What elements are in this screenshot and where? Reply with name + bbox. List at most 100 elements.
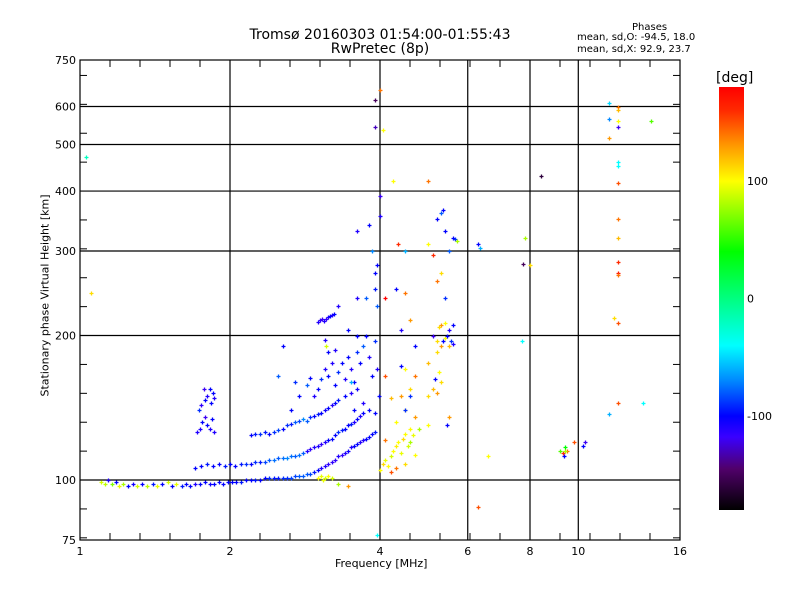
data-point xyxy=(413,453,418,458)
data-point xyxy=(336,398,341,403)
data-point xyxy=(375,367,380,372)
data-point xyxy=(336,482,341,487)
data-point xyxy=(435,279,440,284)
data-point xyxy=(330,476,335,481)
data-point xyxy=(323,476,328,481)
data-point xyxy=(289,454,294,459)
x-tick-label: 16 xyxy=(673,545,687,558)
data-point xyxy=(200,420,205,425)
data-point xyxy=(258,432,263,437)
data-point xyxy=(367,408,372,413)
data-point xyxy=(301,451,306,456)
data-point xyxy=(394,444,399,449)
data-point xyxy=(212,482,217,487)
data-point xyxy=(435,391,440,396)
data-point xyxy=(316,412,321,417)
data-point xyxy=(373,98,378,103)
data-point xyxy=(616,125,621,130)
data-point xyxy=(212,396,217,401)
data-point xyxy=(411,433,416,438)
data-point xyxy=(151,482,156,487)
y-tick-label: 500 xyxy=(55,139,76,152)
data-point xyxy=(558,449,563,454)
data-point xyxy=(249,478,254,483)
data-point xyxy=(396,242,401,247)
data-point xyxy=(244,478,249,483)
data-point xyxy=(249,433,254,438)
data-point xyxy=(272,476,277,481)
data-point xyxy=(267,476,272,481)
data-point xyxy=(316,468,321,473)
data-point xyxy=(449,339,454,344)
data-point xyxy=(346,355,351,360)
data-point xyxy=(297,474,302,479)
data-point xyxy=(202,387,207,392)
data-point xyxy=(205,423,210,428)
data-point xyxy=(349,422,354,427)
data-point xyxy=(160,482,165,487)
data-point xyxy=(426,423,431,428)
data-point xyxy=(267,432,272,437)
data-point xyxy=(443,321,448,326)
data-point xyxy=(263,460,268,465)
y-tick-label: 75 xyxy=(62,534,76,547)
data-point xyxy=(89,291,94,296)
data-point xyxy=(435,350,440,355)
data-point xyxy=(616,321,621,326)
data-point xyxy=(616,236,621,241)
x-tick-label: 6 xyxy=(464,545,471,558)
data-point xyxy=(396,440,401,445)
colorbar-tick-label: 100 xyxy=(747,175,768,188)
data-point xyxy=(394,287,399,292)
data-point xyxy=(297,394,302,399)
data-point xyxy=(607,412,612,417)
data-point xyxy=(433,377,438,382)
data-point xyxy=(308,415,313,420)
data-point xyxy=(447,344,452,349)
grid-lines xyxy=(80,60,680,540)
data-point xyxy=(373,411,378,416)
y-tick-label: 300 xyxy=(55,245,76,258)
data-point xyxy=(223,464,228,469)
data-point xyxy=(583,440,588,445)
data-point xyxy=(361,401,366,406)
data-point xyxy=(289,422,294,427)
data-point xyxy=(155,484,160,489)
data-point xyxy=(198,482,203,487)
data-point xyxy=(445,334,450,339)
data-point xyxy=(445,423,450,428)
data-point xyxy=(389,396,394,401)
data-point xyxy=(373,430,378,435)
data-point xyxy=(297,453,302,458)
data-point xyxy=(233,464,238,469)
data-point xyxy=(451,342,456,347)
data-point xyxy=(607,136,612,141)
data-point xyxy=(326,438,331,443)
data-point xyxy=(336,370,341,375)
data-point xyxy=(333,383,338,388)
data-point xyxy=(399,328,404,333)
data-point xyxy=(205,394,210,399)
x-tick-label: 8 xyxy=(527,545,534,558)
data-point xyxy=(293,454,298,459)
data-point xyxy=(343,451,348,456)
data-point xyxy=(413,415,418,420)
data-point xyxy=(316,444,321,449)
data-point xyxy=(447,249,452,254)
data-point xyxy=(443,229,448,234)
colorbar-tick-label: -100 xyxy=(747,410,772,423)
data-point xyxy=(649,119,654,124)
data-point xyxy=(276,456,281,461)
data-point xyxy=(561,451,566,456)
data-point xyxy=(305,383,310,388)
data-point xyxy=(616,273,621,278)
data-point xyxy=(316,320,321,325)
data-point xyxy=(184,482,189,487)
chart-title: Tromsø 20160303 01:54:00-01:55:43 xyxy=(249,27,511,43)
data-point xyxy=(293,380,298,385)
data-point xyxy=(408,440,413,445)
data-point xyxy=(316,476,321,481)
data-point xyxy=(383,296,388,301)
data-point xyxy=(323,464,328,469)
